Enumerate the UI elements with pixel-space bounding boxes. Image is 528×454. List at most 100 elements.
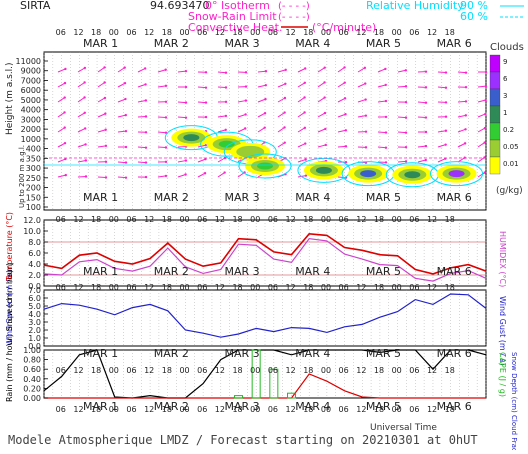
wind-arrow-head (304, 127, 306, 129)
hour-tick-label: 18 (374, 366, 384, 375)
wind-arrow-head (165, 146, 167, 148)
y-tick-label: 0.80 (23, 356, 41, 365)
hour-tick-label: 18 (91, 283, 101, 292)
hour-tick-label: 18 (374, 28, 384, 37)
hour-tick-label: 06 (339, 28, 349, 37)
wind-arrow-head (425, 145, 427, 147)
hour-tick-label: 18 (91, 405, 101, 414)
colorbar-segment (490, 55, 500, 72)
hour-tick-label: 18 (91, 28, 101, 37)
day-label: MAR 4 (295, 37, 330, 50)
wind-arrow (378, 132, 386, 133)
day-label: MAR 3 (224, 265, 259, 278)
hour-tick-label: 12 (144, 28, 154, 37)
y-tick-label: 0.00 (23, 394, 41, 403)
height-tick-label: 5000 (21, 96, 41, 105)
wind-arrow (378, 147, 386, 148)
wind-arrow-head (84, 112, 86, 114)
height-tick-label: 350 (26, 154, 41, 163)
hour-tick-label: 06 (197, 283, 207, 292)
wind-arrow (398, 117, 406, 118)
y-tick-label: 2.0 (28, 271, 41, 280)
colorbar-label: 1 (503, 109, 507, 117)
wind-arrow-head (184, 173, 186, 175)
wind-arrow-head (484, 113, 486, 115)
wind-arrow-head (244, 127, 246, 129)
wind-arrow-head (84, 67, 86, 69)
colorbar-segment (490, 106, 500, 123)
wind-arrow-head (264, 98, 266, 100)
wind-arrow-head (124, 98, 126, 100)
wind-arrow-head (344, 97, 346, 99)
wind-arrow-head (84, 143, 86, 145)
hour-tick-label: 18 (162, 405, 172, 414)
wind-arrow-head (385, 161, 387, 163)
rh-legend: Relative Humidity (366, 0, 464, 12)
hour-tick-label: 12 (286, 28, 296, 37)
height-tick-label: 300 (26, 164, 41, 173)
hour-tick-label: 06 (126, 215, 136, 224)
hour-tick-label: 12 (144, 405, 154, 414)
height-tick-label: 150 (26, 193, 41, 202)
hour-tick-label: 00 (392, 366, 402, 375)
hour-tick-label: 00 (321, 405, 331, 414)
height-tick-label: 200 (26, 184, 41, 193)
hour-tick-label: 00 (250, 405, 260, 414)
hour-tick-label: 18 (374, 215, 384, 224)
hour-tick-label: 18 (303, 28, 313, 37)
wind-arrow-head (124, 82, 126, 84)
wind-arrow-head (445, 130, 447, 132)
wind-arrow-head (185, 101, 187, 103)
wind-arrow-head (264, 112, 266, 114)
wind-arrow-head (345, 145, 347, 147)
wind-arrow-head (425, 70, 427, 72)
wind-arrow-head (485, 85, 487, 87)
hour-tick-label: 00 (109, 366, 119, 375)
hour-tick-label: 12 (73, 215, 83, 224)
day-label: MAR 1 (83, 191, 118, 204)
wind-arrow-head (264, 126, 266, 128)
height-tick-label: 1000 (21, 135, 41, 144)
wind-arrow-head (103, 66, 105, 68)
wind-arrow-head (165, 161, 167, 163)
wind-arrow-head (345, 129, 347, 131)
height-tick-label: 11000 (16, 57, 41, 66)
wind-arrow-head (145, 115, 147, 117)
day-label: MAR 3 (224, 37, 259, 50)
hour-tick-label: 12 (356, 283, 366, 292)
day-label: MAR 2 (154, 37, 189, 50)
cloud-blob-core (449, 170, 465, 177)
hour-tick-label: 00 (321, 28, 331, 37)
hour-tick-label: 12 (73, 366, 83, 375)
day-label: MAR 2 (154, 347, 189, 360)
wind-arrow-head (405, 116, 407, 118)
wind-arrow (178, 102, 186, 103)
wind-arrow-head (465, 114, 467, 116)
hour-tick-label: 06 (126, 28, 136, 37)
wind-arrow-head (83, 96, 85, 98)
hour-tick-label: 18 (445, 283, 455, 292)
wind-arrow-head (64, 82, 66, 84)
wind-arrow-head (245, 85, 247, 87)
wind-arrow-head (185, 159, 187, 161)
wind-arrow-head (125, 176, 127, 178)
hour-tick-label: 18 (162, 28, 172, 37)
y-tick-label: 12.0 (23, 216, 41, 225)
wind-arrow-head (104, 97, 106, 99)
hour-tick-label: 12 (73, 283, 83, 292)
wind-arrow-head (225, 129, 227, 131)
hour-tick-label: 18 (232, 366, 242, 375)
wind-arrow-head (405, 146, 407, 148)
day-label: MAR 4 (295, 191, 330, 204)
colorbar-label: 0.01 (503, 160, 519, 168)
wind-arrow-head (304, 158, 306, 160)
wind-arrow-head (445, 116, 447, 118)
day-label: MAR 1 (83, 265, 118, 278)
wind-arrow-head (145, 99, 147, 101)
hour-tick-label: 12 (427, 283, 437, 292)
wind-arrow (438, 72, 446, 73)
wind-arrow-head (405, 101, 407, 103)
wind-arrow-head (283, 111, 285, 113)
colorbar-segment (490, 157, 500, 174)
